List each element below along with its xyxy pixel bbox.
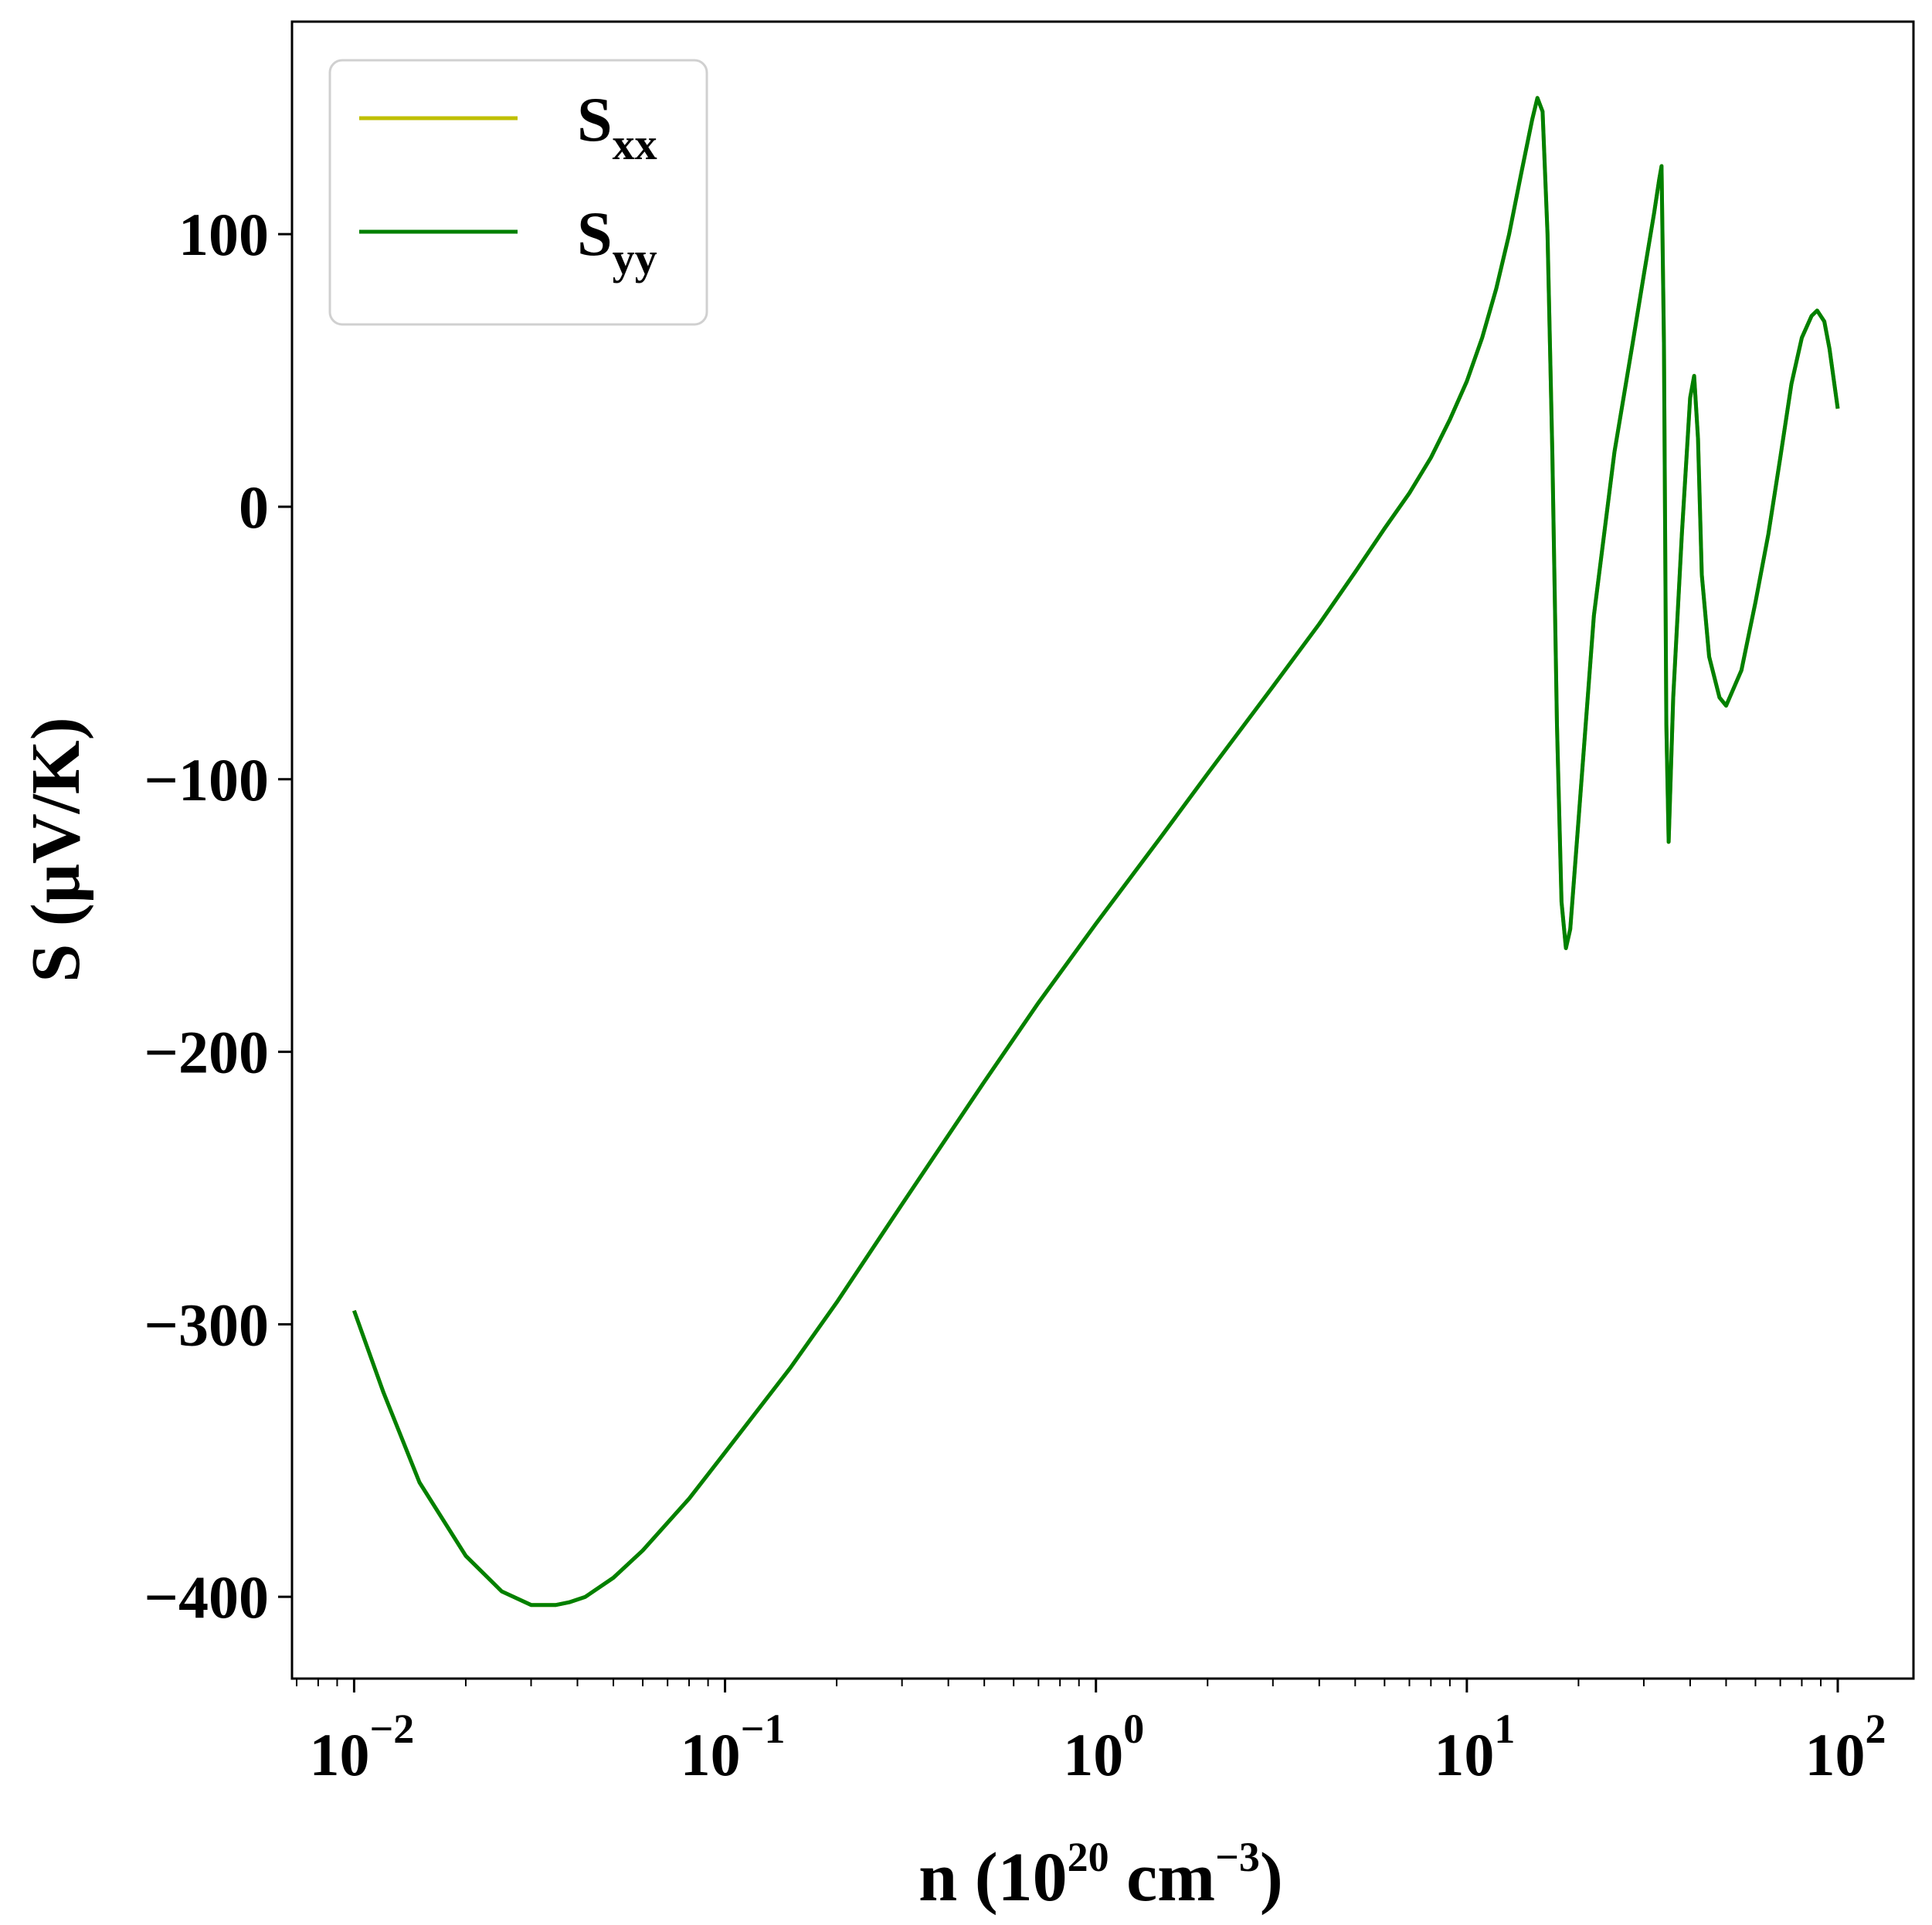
y-tick-label: −100 [144, 746, 269, 813]
y-axis-label: S (μV/K) [18, 717, 94, 983]
y-tick-label: −400 [144, 1563, 269, 1631]
y-tick-label: 0 [239, 474, 269, 541]
x-axis-ticks: 10−2 10−1 100 101 102 [310, 1679, 1886, 1788]
x-tick-label: 101 [1434, 1706, 1515, 1788]
legend: Sxx Syy [328, 59, 708, 326]
x-axis-label-exp2: −3 [1215, 1834, 1260, 1880]
y-tick-label: 100 [178, 201, 269, 268]
x-axis-label-exp1: 20 [1068, 1834, 1109, 1880]
x-tick-exponent: −1 [741, 1706, 786, 1752]
x-tick-base: 10 [1063, 1721, 1123, 1788]
series-line-syy [352, 96, 1840, 1608]
x-tick-label: 10−2 [310, 1706, 415, 1788]
plot-frame [290, 20, 1915, 1680]
x-tick-exponent: −2 [370, 1706, 415, 1752]
y-tick-label: −300 [144, 1291, 269, 1358]
legend-syy-sub: yy [613, 233, 657, 283]
x-tick-base: 10 [681, 1721, 741, 1788]
x-axis-label-middle: cm [1109, 1839, 1215, 1916]
x-tick-exponent: 1 [1494, 1706, 1515, 1752]
x-tick-exponent: 2 [1865, 1706, 1886, 1752]
x-tick-base: 10 [1434, 1721, 1494, 1788]
y-axis-ticks: 100 0 −100 −200 −300 −400 [144, 201, 292, 1631]
legend-box [328, 59, 708, 326]
x-tick-label: 100 [1063, 1706, 1144, 1788]
y-tick-label: −200 [144, 1019, 269, 1086]
x-axis-minor-ticks [296, 1679, 1822, 1686]
legend-label-sxx: Sxx [577, 84, 657, 169]
legend-sxx-sub: xx [613, 119, 657, 169]
x-tick-label: 10−1 [681, 1706, 786, 1788]
legend-label-syy: Syy [577, 199, 657, 283]
x-tick-base: 10 [1805, 1721, 1865, 1788]
x-axis-label-suffix: ) [1260, 1839, 1283, 1916]
x-axis-label: n (1020 cm−3) [918, 1834, 1283, 1916]
x-tick-base: 10 [310, 1721, 370, 1788]
x-tick-exponent: 0 [1123, 1706, 1144, 1752]
legend-sxx-name: S [577, 84, 613, 154]
legend-syy-name: S [577, 199, 613, 269]
x-axis-label-prefix: n (10 [918, 1839, 1068, 1916]
series-layer [352, 96, 1840, 1608]
x-tick-label: 102 [1805, 1706, 1886, 1788]
